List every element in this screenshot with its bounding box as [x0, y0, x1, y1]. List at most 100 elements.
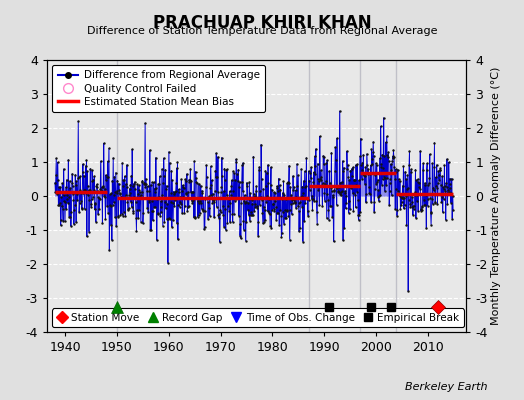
Point: [335, 108, 344, 114]
Point: [239, 160, 247, 166]
Point: [305, 197, 313, 203]
Point: [141, 184, 150, 190]
Point: [342, 193, 350, 199]
Point: [448, 215, 456, 222]
Point: [430, 140, 439, 146]
Point: [216, 207, 224, 213]
Point: [278, 229, 286, 236]
Point: [317, 174, 325, 181]
Point: [119, 212, 127, 219]
Point: [76, 173, 84, 180]
Point: [389, 147, 398, 153]
Point: [250, 193, 259, 200]
Point: [394, 166, 402, 173]
Point: [427, 221, 435, 228]
Point: [140, 180, 149, 187]
Point: [215, 211, 223, 217]
Point: [376, 155, 384, 162]
Point: [143, 205, 151, 211]
Point: [294, 172, 302, 178]
Point: [107, 222, 115, 228]
Point: [351, 204, 359, 210]
Point: [286, 184, 294, 190]
Point: [366, 190, 374, 197]
Point: [349, 164, 357, 170]
Point: [218, 172, 226, 179]
Point: [85, 197, 94, 204]
Point: [190, 214, 198, 221]
Point: [228, 219, 237, 225]
Point: [63, 196, 71, 202]
Point: [69, 183, 77, 189]
Point: [117, 195, 125, 202]
Point: [155, 181, 163, 187]
Point: [287, 192, 296, 198]
Point: [225, 207, 233, 214]
Point: [304, 168, 313, 174]
Point: [336, 180, 345, 186]
Point: [378, 181, 386, 188]
Point: [331, 144, 340, 151]
Point: [358, 170, 367, 177]
Point: [101, 216, 110, 222]
Point: [135, 182, 143, 188]
Point: [274, 210, 282, 217]
Point: [282, 207, 291, 213]
Point: [290, 197, 299, 204]
Point: [324, 217, 333, 223]
Point: [118, 160, 126, 166]
Point: [232, 159, 241, 166]
Point: [189, 197, 197, 204]
Point: [416, 186, 424, 192]
Point: [373, 162, 381, 168]
Point: [66, 178, 74, 184]
Point: [178, 210, 187, 216]
Point: [253, 204, 261, 211]
Point: [135, 207, 144, 213]
Point: [246, 209, 255, 215]
Point: [159, 222, 167, 229]
Point: [272, 216, 280, 223]
Point: [393, 207, 401, 213]
Point: [211, 167, 220, 174]
Point: [241, 192, 249, 198]
Point: [69, 191, 77, 197]
Point: [242, 199, 250, 205]
Point: [310, 198, 318, 204]
Point: [304, 213, 312, 219]
Point: [62, 176, 71, 183]
Point: [332, 202, 341, 208]
Point: [398, 182, 407, 189]
Point: [299, 190, 308, 196]
Point: [149, 208, 157, 214]
Point: [290, 184, 298, 190]
Point: [107, 237, 116, 243]
Point: [136, 194, 145, 200]
Point: [405, 162, 413, 168]
Point: [425, 151, 434, 157]
Point: [105, 202, 114, 208]
Point: [223, 166, 231, 173]
Point: [68, 170, 77, 177]
Point: [78, 205, 86, 211]
Point: [167, 168, 176, 174]
Point: [80, 172, 88, 179]
Point: [178, 182, 187, 188]
Point: [208, 200, 216, 206]
Point: [403, 185, 412, 192]
Point: [418, 204, 426, 210]
Point: [192, 174, 200, 181]
Point: [56, 200, 64, 206]
Point: [85, 228, 93, 235]
Point: [198, 187, 206, 194]
Point: [303, 208, 312, 214]
Point: [172, 165, 181, 171]
Point: [92, 219, 100, 225]
Point: [283, 208, 291, 214]
Point: [249, 191, 258, 198]
Point: [310, 169, 318, 176]
Point: [203, 195, 212, 201]
Point: [205, 212, 214, 219]
Point: [142, 181, 150, 188]
Point: [313, 160, 322, 167]
